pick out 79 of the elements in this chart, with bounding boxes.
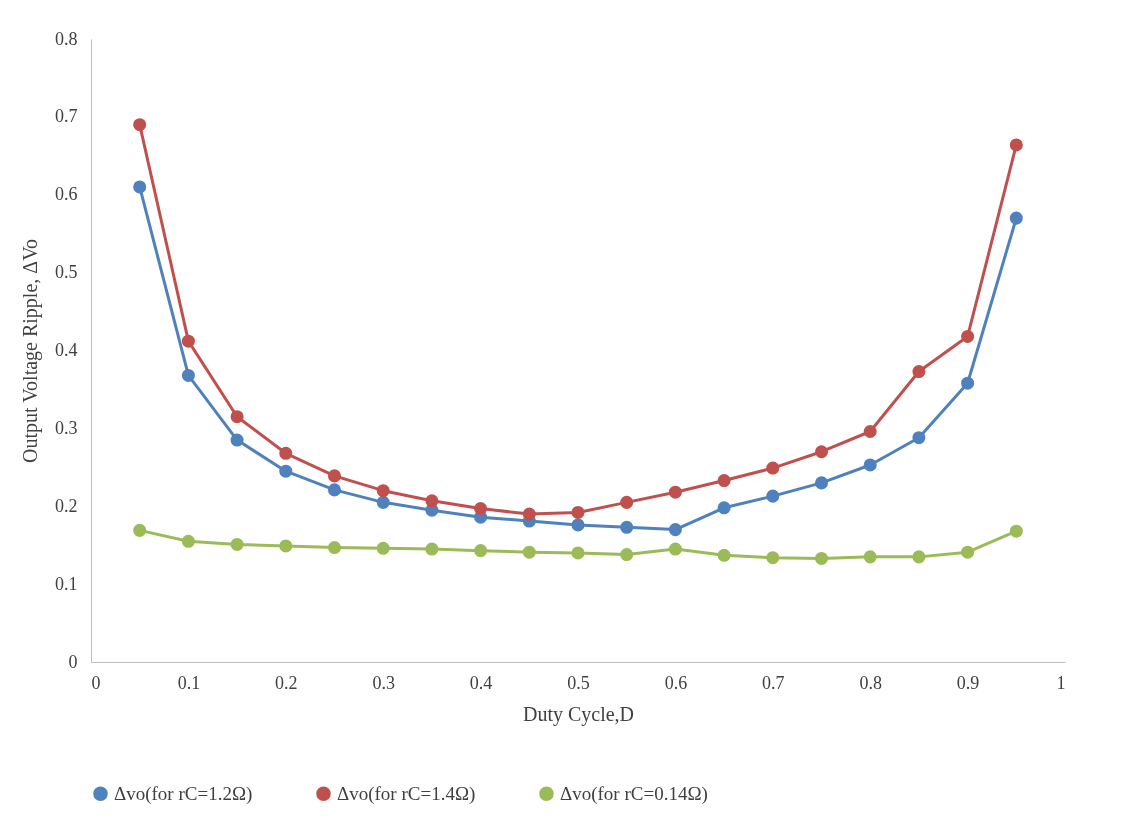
x-tick-label: 0.2 xyxy=(275,672,298,693)
y-tick-label: 0.7 xyxy=(55,106,78,127)
y-tick-label: 0 xyxy=(68,651,78,672)
point xyxy=(425,542,439,556)
point xyxy=(571,505,585,519)
point xyxy=(327,469,342,483)
point xyxy=(425,494,439,508)
x-tick-label: 0 xyxy=(91,672,101,693)
x-tick-label: 0.8 xyxy=(859,672,882,693)
y-tick-label: 0.5 xyxy=(55,262,78,283)
point xyxy=(376,484,390,498)
legend-label: Δvo(for rC=1.4Ω) xyxy=(337,782,476,805)
point xyxy=(961,329,975,343)
point xyxy=(717,548,731,562)
x-tick-label: 0.5 xyxy=(567,672,590,693)
point xyxy=(522,507,536,521)
point xyxy=(522,545,536,559)
point xyxy=(766,489,780,503)
point xyxy=(181,368,195,382)
point xyxy=(181,334,195,348)
point xyxy=(376,541,390,555)
point xyxy=(620,495,634,509)
point xyxy=(133,180,147,194)
point xyxy=(571,518,585,532)
y-tick-label: 0.2 xyxy=(55,495,78,516)
y-tick-label: 0.4 xyxy=(55,340,78,360)
point xyxy=(912,431,926,445)
point xyxy=(230,410,244,424)
point xyxy=(814,551,829,565)
point xyxy=(133,523,147,537)
point xyxy=(863,550,877,564)
point xyxy=(230,433,244,447)
point xyxy=(327,483,342,497)
legend-label: Δvo(for rC=1.2Ω) xyxy=(114,782,253,805)
point xyxy=(1009,524,1023,538)
point xyxy=(133,118,147,132)
point xyxy=(230,537,244,551)
x-tick-label: 0.1 xyxy=(177,672,201,693)
y-tick-label: 0.3 xyxy=(55,417,78,438)
point xyxy=(279,539,293,553)
point xyxy=(620,520,634,534)
point xyxy=(1009,138,1023,152)
point xyxy=(327,541,342,555)
y-tick-label: 0.8 xyxy=(55,28,78,49)
point xyxy=(668,542,682,556)
x-tick-label: 0.6 xyxy=(664,672,688,693)
point xyxy=(376,495,390,509)
point xyxy=(912,365,926,379)
point xyxy=(814,476,829,490)
point xyxy=(863,424,877,438)
x-tick-label: 0.7 xyxy=(762,672,785,693)
point xyxy=(571,546,585,560)
point xyxy=(912,550,926,564)
point xyxy=(668,523,682,537)
y-tick-label: 0.6 xyxy=(55,184,78,205)
x-tick-label: 0.3 xyxy=(372,672,395,693)
x-tick-label: 1 xyxy=(1056,672,1066,693)
y-axis-title: Output Voltage Ripple, ΔVo xyxy=(19,239,42,463)
point xyxy=(814,445,829,459)
point xyxy=(279,464,293,478)
y-tick-label: 0.1 xyxy=(55,573,78,594)
point xyxy=(620,548,634,562)
point xyxy=(717,501,731,515)
point xyxy=(766,461,780,475)
legend-label: Δvo(for rC=0.14Ω) xyxy=(560,782,708,805)
x-tick-label: 0.9 xyxy=(956,672,980,693)
point xyxy=(863,458,877,472)
point xyxy=(717,474,731,488)
point xyxy=(279,446,293,460)
x-axis-title: Duty Cycle,D xyxy=(522,702,635,726)
point xyxy=(181,534,195,548)
point xyxy=(474,544,488,558)
point xyxy=(961,545,975,559)
point xyxy=(474,502,488,516)
x-tick-label: 0.4 xyxy=(469,672,493,693)
point xyxy=(766,551,780,565)
point xyxy=(668,485,682,499)
point xyxy=(961,376,975,390)
point xyxy=(1009,211,1023,225)
